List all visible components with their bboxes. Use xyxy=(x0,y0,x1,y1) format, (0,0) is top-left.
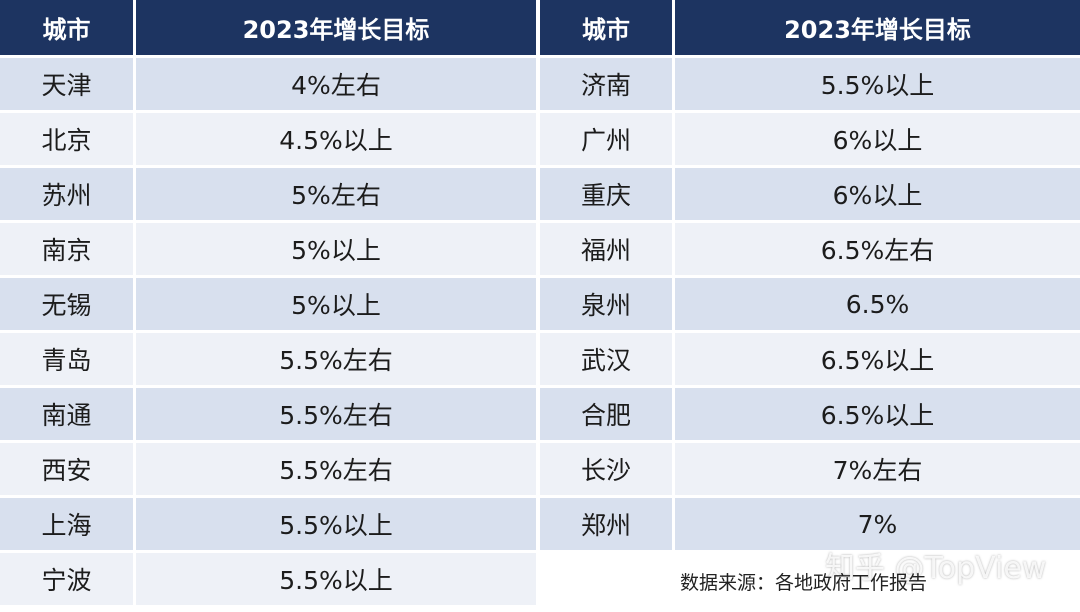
target-cell: 6.5%以上 xyxy=(675,333,1080,385)
table-row: 广州 6%以上 xyxy=(540,113,1080,165)
target-cell: 7%左右 xyxy=(675,443,1080,495)
target-cell: 4%左右 xyxy=(136,58,536,110)
table-row: 福州 6.5%左右 xyxy=(540,223,1080,275)
table-row: 上海 5.5%以上 xyxy=(0,498,536,550)
table-row: 北京 4.5%以上 xyxy=(0,113,536,165)
city-cell: 合肥 xyxy=(540,388,672,440)
table-row: 郑州 7% xyxy=(540,498,1080,550)
header-city: 城市 xyxy=(540,0,672,55)
city-cell: 泉州 xyxy=(540,278,672,330)
target-cell: 6%以上 xyxy=(675,113,1080,165)
city-cell: 苏州 xyxy=(0,168,133,220)
table-row: 济南 5.5%以上 xyxy=(540,58,1080,110)
table-row: 重庆 6%以上 xyxy=(540,168,1080,220)
city-cell: 武汉 xyxy=(540,333,672,385)
table-row: 青岛 5.5%左右 xyxy=(0,333,536,385)
table-row: 宁波 5.5%以上 xyxy=(0,553,536,605)
target-cell: 6.5% xyxy=(675,278,1080,330)
header-target: 2023年增长目标 xyxy=(675,0,1080,55)
table-row: 长沙 7%左右 xyxy=(540,443,1080,495)
table-left-half: 城市 2023年增长目标 天津 4%左右 北京 4.5%以上 苏州 5%左右 南… xyxy=(0,0,536,612)
target-cell: 5%以上 xyxy=(136,223,536,275)
city-cell: 青岛 xyxy=(0,333,133,385)
target-cell: 4.5%以上 xyxy=(136,113,536,165)
city-cell: 郑州 xyxy=(540,498,672,550)
table-row: 合肥 6.5%以上 xyxy=(540,388,1080,440)
table-row: 无锡 5%以上 xyxy=(0,278,536,330)
target-cell: 6.5%左右 xyxy=(675,223,1080,275)
city-cell: 重庆 xyxy=(540,168,672,220)
table-row: 西安 5.5%左右 xyxy=(0,443,536,495)
target-cell: 7% xyxy=(675,498,1080,550)
target-cell: 6.5%以上 xyxy=(675,388,1080,440)
target-cell: 5.5%左右 xyxy=(136,333,536,385)
city-cell: 宁波 xyxy=(0,553,133,605)
city-cell: 南通 xyxy=(0,388,133,440)
city-cell: 西安 xyxy=(0,443,133,495)
table-row: 南京 5%以上 xyxy=(0,223,536,275)
table-row: 武汉 6.5%以上 xyxy=(540,333,1080,385)
watermark: 知乎 @TopView xyxy=(825,551,1047,586)
city-cell: 长沙 xyxy=(540,443,672,495)
header-city: 城市 xyxy=(0,0,133,55)
city-cell: 济南 xyxy=(540,58,672,110)
target-cell: 5.5%左右 xyxy=(136,388,536,440)
table-right-half: 城市 2023年增长目标 济南 5.5%以上 广州 6%以上 重庆 6%以上 福… xyxy=(540,0,1080,612)
header-target: 2023年增长目标 xyxy=(136,0,536,55)
city-cell: 北京 xyxy=(0,113,133,165)
source-note: 数据来源：各地政府工作报告 xyxy=(680,572,928,594)
target-cell: 5.5%左右 xyxy=(136,443,536,495)
table-header-row: 城市 2023年增长目标 xyxy=(0,0,536,55)
city-cell: 上海 xyxy=(0,498,133,550)
table-row: 苏州 5%左右 xyxy=(0,168,536,220)
city-cell: 无锡 xyxy=(0,278,133,330)
city-cell: 广州 xyxy=(540,113,672,165)
table-row: 泉州 6.5% xyxy=(540,278,1080,330)
city-cell: 天津 xyxy=(0,58,133,110)
table-row: 南通 5.5%左右 xyxy=(0,388,536,440)
target-cell: 6%以上 xyxy=(675,168,1080,220)
target-cell: 5%左右 xyxy=(136,168,536,220)
table-row: 天津 4%左右 xyxy=(0,58,536,110)
city-cell: 福州 xyxy=(540,223,672,275)
city-cell: 南京 xyxy=(0,223,133,275)
target-cell: 5.5%以上 xyxy=(675,58,1080,110)
table-header-row: 城市 2023年增长目标 xyxy=(540,0,1080,55)
target-cell: 5.5%以上 xyxy=(136,498,536,550)
target-cell: 5%以上 xyxy=(136,278,536,330)
target-cell: 5.5%以上 xyxy=(136,553,536,605)
